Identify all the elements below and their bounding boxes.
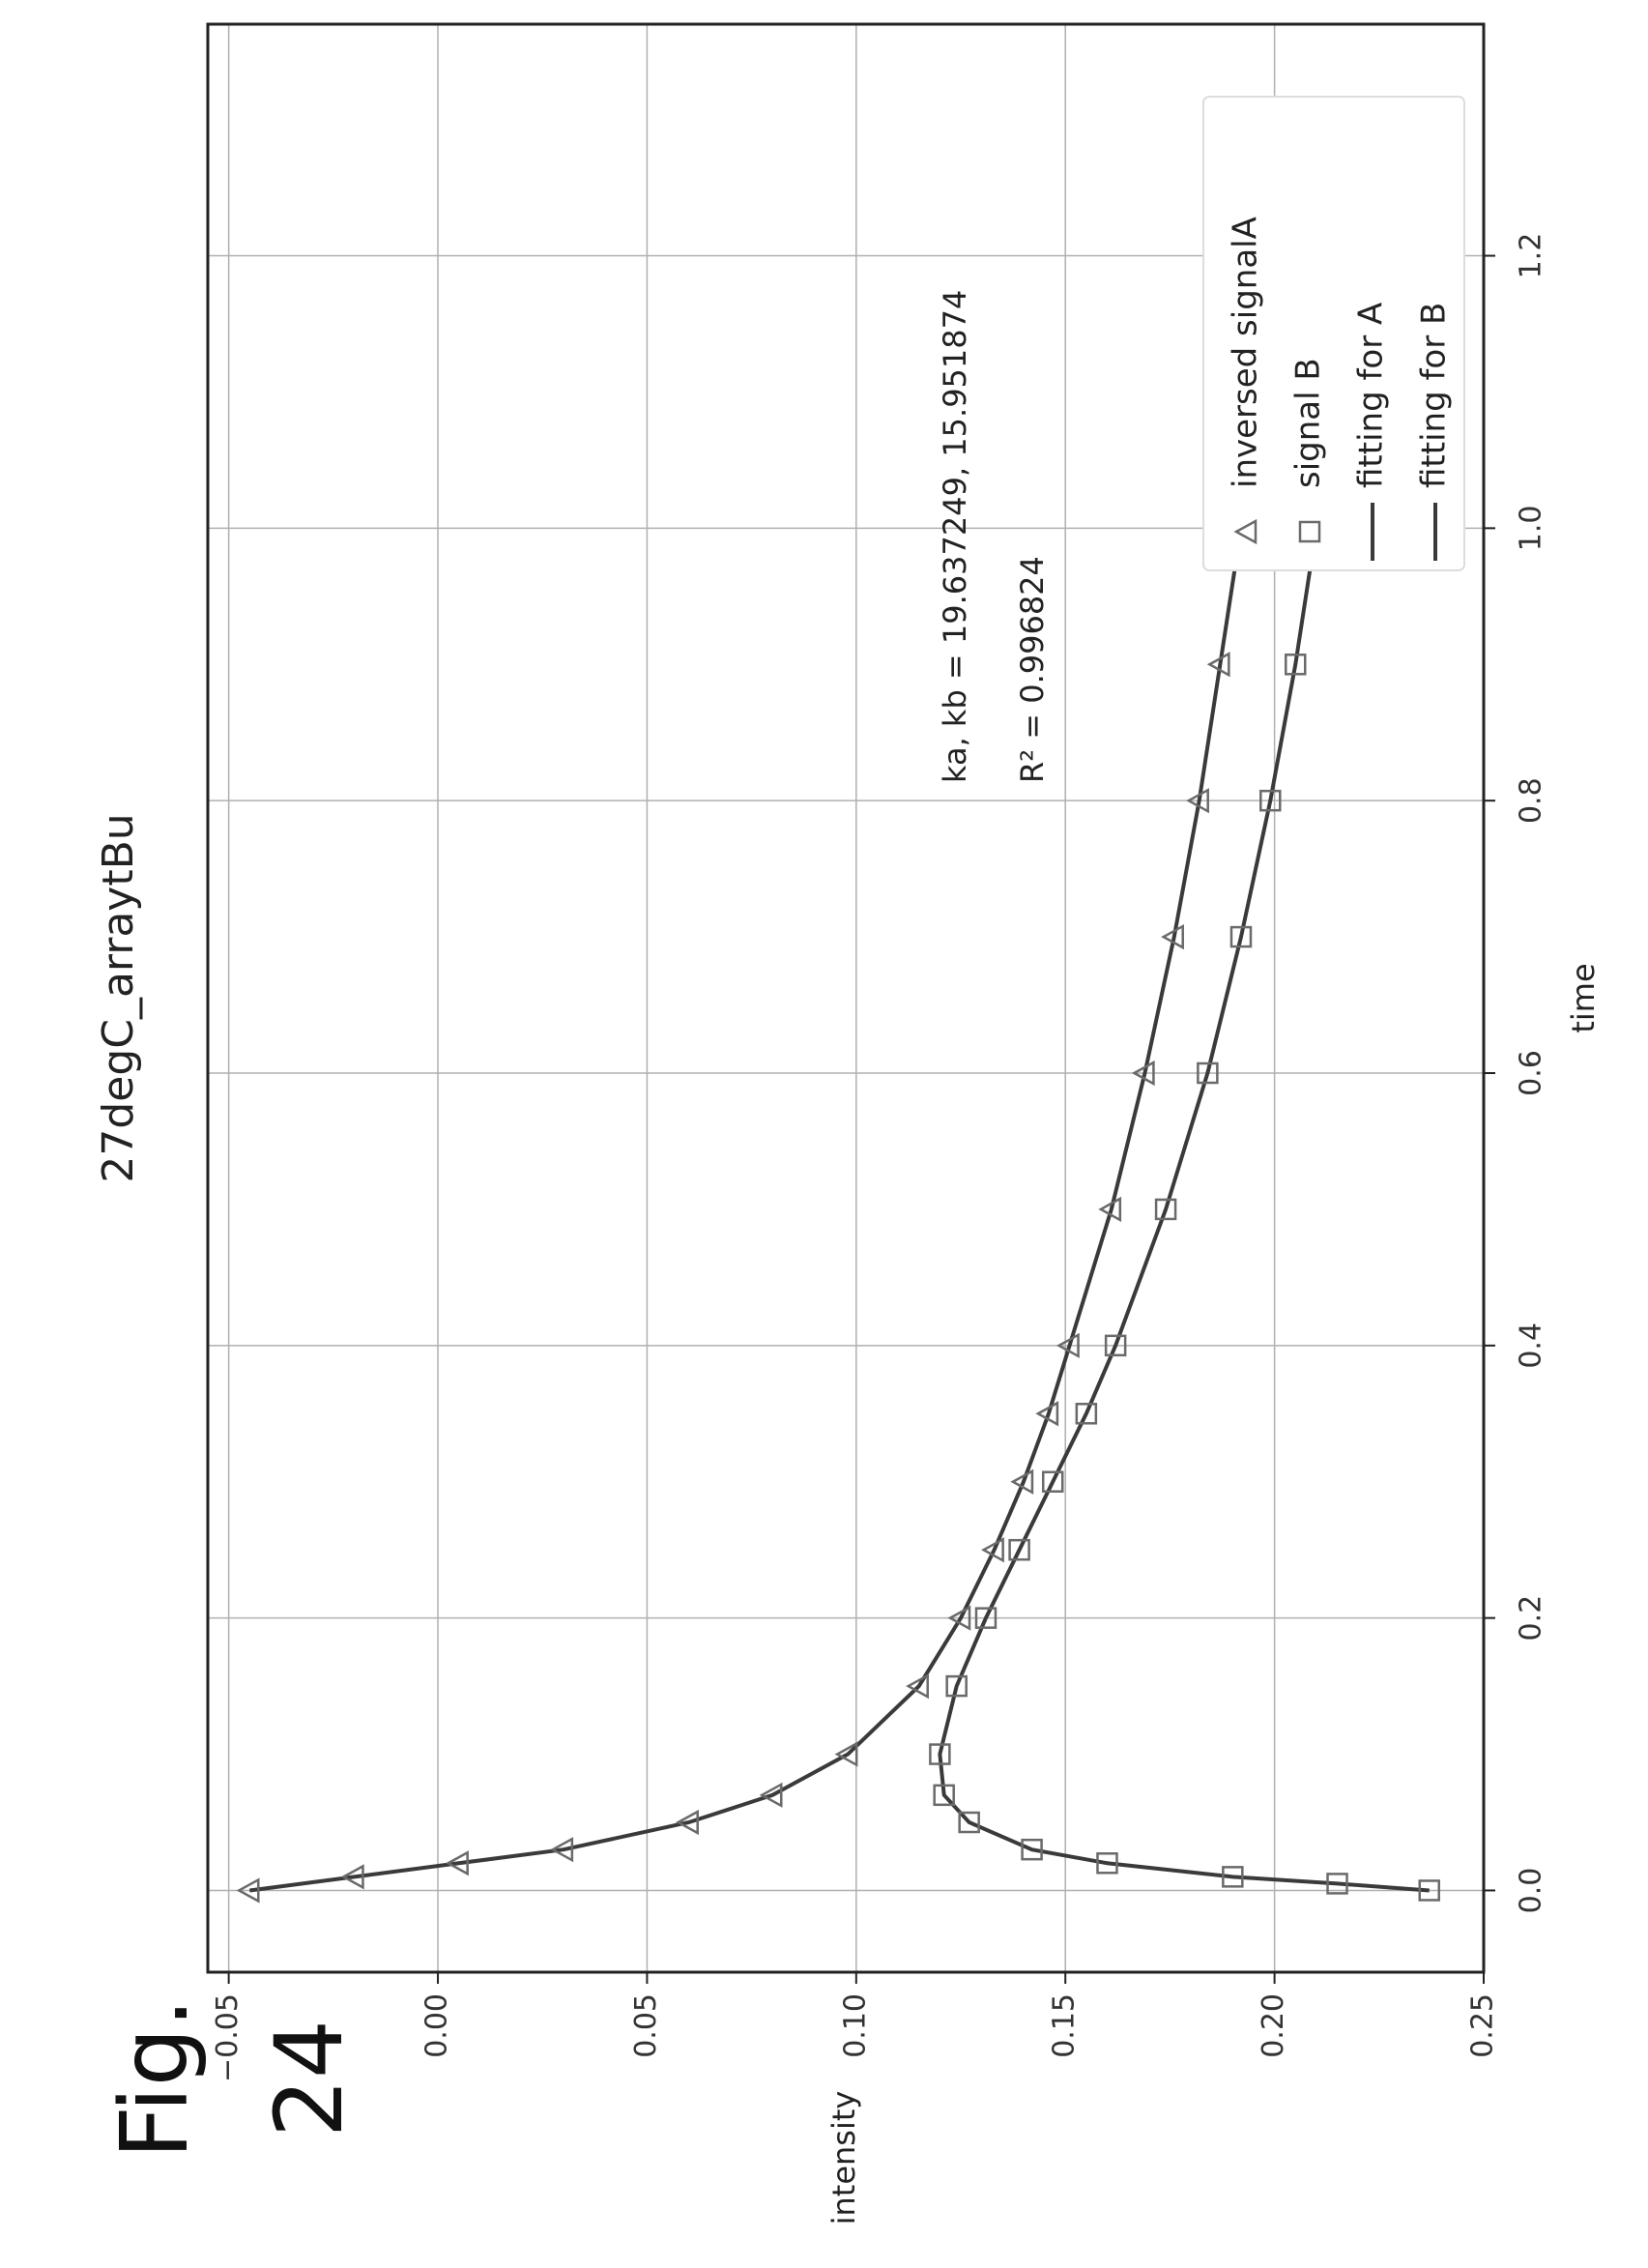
- x-tick-label: 1.2: [1515, 233, 1548, 279]
- data-point-square: [1096, 1852, 1118, 1875]
- data-point-square: [1284, 654, 1307, 676]
- y-tick-label: −0.05: [211, 1993, 245, 2082]
- y-tick-label: 0.20: [1257, 1993, 1290, 2058]
- annotation-r-squared: R² = 0.996824: [1014, 556, 1051, 783]
- grid: [208, 24, 1485, 1972]
- x-tick-label: 0.4: [1515, 1323, 1548, 1369]
- plot-root: 0.0 0.2 0.4 0.6 0.8 1.0 1.2 0.25 0.20 0.15 0.10 0.0…: [94, 22, 1602, 2224]
- fit-lines: [249, 119, 1430, 1893]
- data-point-square: [1075, 1403, 1098, 1425]
- data-point-square: [933, 1784, 955, 1807]
- ticks: 0.0 0.2 0.4 0.6 0.8 1.0 1.2 0.25 0.20 0.15 0.10 0.0…: [211, 233, 1547, 2082]
- y-tick-label: 0.05: [629, 1993, 663, 2058]
- data-point-triangle: [759, 1782, 783, 1808]
- data-point-triangle: [981, 1537, 1004, 1563]
- x-tick-label: 0.0: [1515, 1868, 1548, 1914]
- data-point-square: [1418, 1879, 1440, 1902]
- data-point-square: [1222, 1866, 1244, 1888]
- axis-labels: 27degC_arraytBu time intensity: [94, 813, 1602, 2224]
- data-point-triangle: [340, 1864, 364, 1890]
- series-markers-inversed-signala: [236, 106, 1293, 1904]
- data-point-square: [945, 1674, 968, 1698]
- data-point-triangle: [1186, 788, 1209, 814]
- data-point-triangle: [1010, 1468, 1034, 1495]
- x-tick-label: 0.2: [1515, 1595, 1548, 1642]
- data-point-square: [1154, 1198, 1177, 1221]
- chart-title: 27degC_arraytBu: [94, 813, 143, 1182]
- data-point-square: [958, 1811, 980, 1834]
- legend-entry-label: signal B: [1289, 358, 1328, 488]
- data-point-square: [1104, 1334, 1127, 1357]
- data-point-square: [1229, 925, 1253, 948]
- x-tick-label: 1.0: [1515, 506, 1548, 552]
- data-point-square: [1197, 1061, 1219, 1085]
- data-point-triangle: [947, 1605, 971, 1631]
- legend-entry-label: inversed signalA: [1227, 217, 1265, 488]
- data-point-square: [974, 1607, 997, 1629]
- annotations: ka, kb = 19.637249, 15.951874 R² = 0.9968…: [937, 290, 1051, 783]
- data-point-triangle: [1035, 1401, 1059, 1427]
- data-point-triangle: [1055, 1332, 1080, 1358]
- series-line-fitting-for-a: [249, 119, 1286, 1893]
- data-point-triangle: [446, 1850, 469, 1876]
- data-point-triangle: [1161, 923, 1184, 950]
- legend-box: [1202, 96, 1465, 571]
- y-tick-label: 0.00: [420, 1993, 454, 2058]
- x-tick-label: 0.6: [1515, 1050, 1548, 1096]
- x-tick-label: 0.8: [1515, 777, 1548, 824]
- y-tick-label: 0.15: [1048, 1993, 1082, 2058]
- data-point-triangle: [676, 1809, 699, 1836]
- data-point-square: [1041, 1470, 1064, 1493]
- data-point-triangle: [1098, 1196, 1122, 1223]
- plot-frame: [206, 22, 1486, 1974]
- legend: inversed signalA signal B fitting for A fit…: [1202, 96, 1465, 571]
- data-point-square: [1326, 1873, 1348, 1895]
- data-point-triangle: [236, 1877, 260, 1904]
- annotation-rate-constants: ka, kb = 19.637249, 15.951874: [937, 290, 973, 783]
- series-line-fitting-for-b: [938, 119, 1430, 1893]
- data-point-square: [1021, 1838, 1043, 1861]
- y-tick-label: 0.25: [1466, 1993, 1500, 2058]
- data-point-square: [929, 1743, 951, 1765]
- y-tick-label: 0.10: [838, 1993, 872, 2058]
- legend-marker-square: [1298, 520, 1321, 543]
- legend-marker-triangle: [1233, 518, 1258, 545]
- data-point-triangle: [1206, 652, 1230, 678]
- data-point-triangle: [906, 1672, 929, 1700]
- data-point-triangle: [1131, 1060, 1155, 1087]
- legend-entry-label: fitting for B: [1415, 303, 1454, 488]
- data-point-square: [1259, 789, 1282, 812]
- data-point-square: [1008, 1538, 1030, 1561]
- x-axis-label: time: [1565, 963, 1602, 1032]
- y-axis-label: intensity: [825, 2091, 862, 2225]
- data-point-triangle: [550, 1837, 574, 1863]
- legend-entry-label: fitting for A: [1352, 303, 1391, 488]
- data-point-triangle: [834, 1741, 858, 1767]
